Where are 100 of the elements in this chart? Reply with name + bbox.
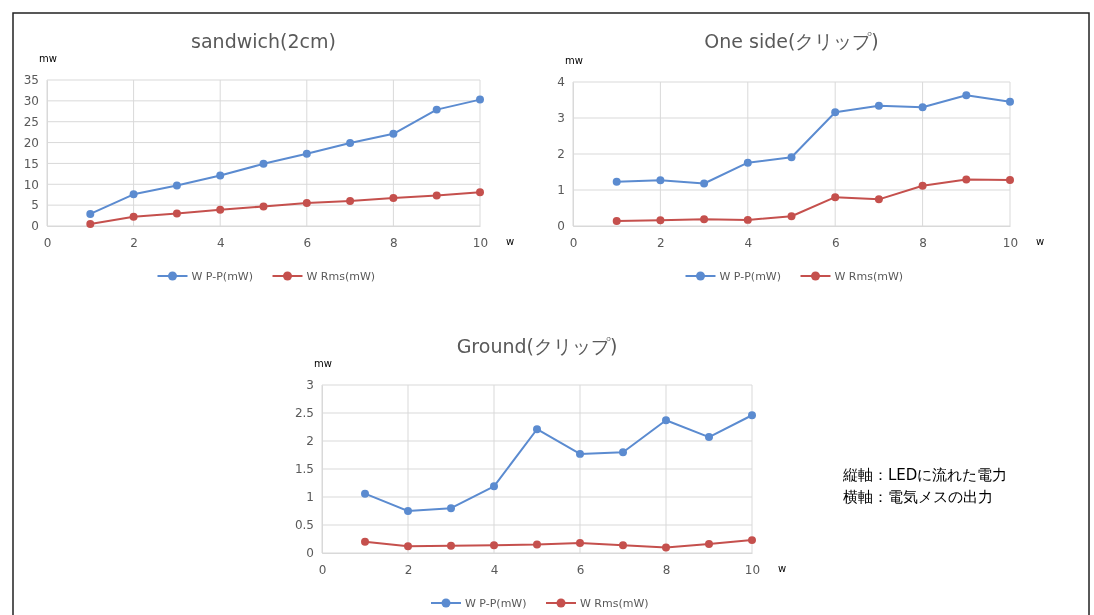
point [447,541,455,550]
point [962,91,971,100]
point [432,191,441,200]
y-tick-label: 20 [23,135,39,150]
point [172,181,181,190]
point [1006,175,1014,184]
y-tick-label: 0 [557,219,565,234]
x-tick-label: 0 [43,235,52,250]
x-tick-label: 6 [303,235,312,250]
y-tick-label: 0 [306,546,314,561]
x-tick-label: 8 [390,235,398,250]
y-tick-label: 1 [306,490,314,505]
point [700,215,709,224]
x-axis-title: w [506,236,515,247]
point [831,193,840,202]
x-tick-label: 4 [490,562,499,577]
point [533,425,541,434]
point [705,433,713,442]
point [259,202,268,211]
point [361,489,369,498]
point [831,108,840,117]
point [172,209,181,218]
point [447,504,455,513]
y-tick-label: 0 [31,219,39,234]
x-tick-label: 2 [130,235,138,250]
point [705,540,713,549]
y-tick-label: 2.5 [294,406,314,421]
point [389,194,398,203]
y-tick-label: 10 [23,177,39,192]
point [216,171,225,180]
point [404,507,412,515]
point [874,101,883,110]
point [259,159,268,168]
point [1006,97,1014,106]
point [490,541,498,550]
y-tick-label: 3 [306,378,314,393]
point [662,543,670,552]
point [662,416,670,425]
point [656,176,665,185]
point [432,105,441,114]
point [743,215,752,224]
point [787,153,796,162]
point [86,209,95,218]
x-tick-label: 6 [576,562,585,577]
y-tick-label: 15 [23,156,39,171]
point [129,190,138,199]
legend-label: W P-P(mW) [191,270,254,283]
y-tick-label: 35 [23,73,39,88]
point [748,411,756,420]
x-tick-label: 10 [1002,235,1019,250]
point [918,103,927,112]
y-tick-label: 30 [23,94,39,109]
x-tick-label: 10 [744,562,761,577]
text: 縦軸：LEDに流れた電力 [842,466,1008,484]
point [619,448,627,457]
legend-label: W Rms(mW) [306,270,376,283]
point [619,541,627,550]
point [389,129,398,138]
point [787,212,796,221]
y-tick-label: 5 [31,198,39,213]
x-tick-label: 4 [216,235,225,250]
point [129,212,138,221]
x-tick-label: 0 [569,235,578,250]
x-tick-label: 2 [404,562,413,577]
point [476,95,484,104]
point [490,482,498,491]
y-tick-label: 4 [557,75,565,90]
point [874,195,883,204]
legend-label: W P-P(mW) [465,597,527,610]
point [302,149,311,158]
x-tick-label: 8 [919,235,927,250]
text: 横軸：電気メスの出力 [843,488,993,506]
point [476,188,484,197]
chart-title: Ground(クリップ) [456,335,618,357]
x-tick-label: 10 [472,235,489,250]
point [346,196,355,205]
y-tick-label: 2 [557,147,565,162]
x-tick-label: 6 [831,235,840,250]
point [962,175,971,184]
y-axis-title: mw [314,358,332,369]
point [576,449,584,458]
point [700,179,709,188]
point [361,537,369,546]
y-tick-label: 1 [557,183,565,198]
x-tick-label: 4 [744,235,753,250]
x-tick-label: 0 [318,562,327,577]
point [743,158,752,167]
y-tick-label: 1.5 [294,462,314,477]
point [748,536,756,545]
y-axis-title: mw [565,55,583,66]
legend-label: W Rms(mW) [834,270,904,283]
point [533,540,541,549]
point [656,216,665,225]
y-axis-title: mw [39,53,57,64]
x-axis-title: w [778,563,787,574]
y-tick-label: 25 [23,115,39,130]
y-tick-label: 2 [306,434,314,449]
legend-label: W Rms(mW) [580,597,649,610]
legend-label: W P-P(mW) [719,270,782,283]
y-tick-label: 3 [557,111,565,126]
